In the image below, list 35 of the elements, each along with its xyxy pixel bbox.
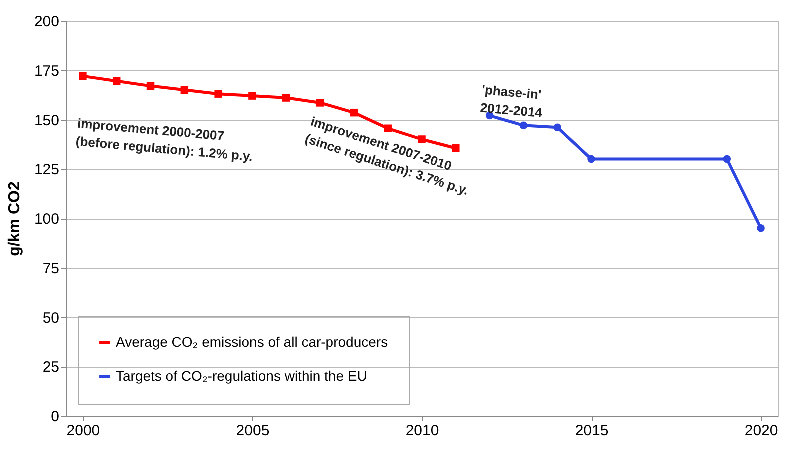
x-tick-label: 2000 (66, 422, 100, 440)
y-tick-label: 200 (34, 14, 60, 30)
point (282, 94, 290, 102)
y-tick-label: 150 (34, 112, 60, 130)
x-tick-label: 2015 (575, 422, 609, 440)
legend-label: Targets of CO₂-regulations within the EU (116, 368, 368, 384)
legend-label: Average CO₂ emissions of all car-producers (116, 334, 388, 350)
point (316, 99, 324, 107)
point (588, 155, 596, 164)
y-tick-label: 25 (42, 359, 60, 376)
y-tick-label: 125 (34, 162, 60, 179)
x-tick-label: 2010 (406, 422, 440, 440)
annotation: 'phase-in' 2012-2014 (480, 82, 544, 121)
x-tick-label: 2005 (236, 422, 270, 440)
y-axis-title: g/km CO2 (6, 182, 24, 256)
point (452, 144, 460, 152)
annotation: improvement 2000-2007 (before regulation): 1.2% p.y. (75, 116, 254, 164)
y-tick-label: 175 (34, 62, 60, 80)
point (180, 86, 189, 94)
point (214, 90, 222, 98)
y-tick-label: 0 (51, 408, 60, 426)
y-tick-label: 50 (42, 310, 60, 327)
point (146, 82, 155, 90)
point (350, 108, 358, 117)
point (757, 224, 765, 232)
point (248, 92, 256, 100)
point (723, 155, 732, 164)
point (554, 124, 562, 132)
point (418, 136, 426, 144)
point (112, 77, 121, 86)
y-tick-label: 100 (34, 211, 60, 228)
y-tick-label: 75 (42, 260, 60, 278)
point (79, 72, 87, 80)
x-tick-label: 2020 (744, 422, 778, 440)
point (520, 122, 528, 130)
